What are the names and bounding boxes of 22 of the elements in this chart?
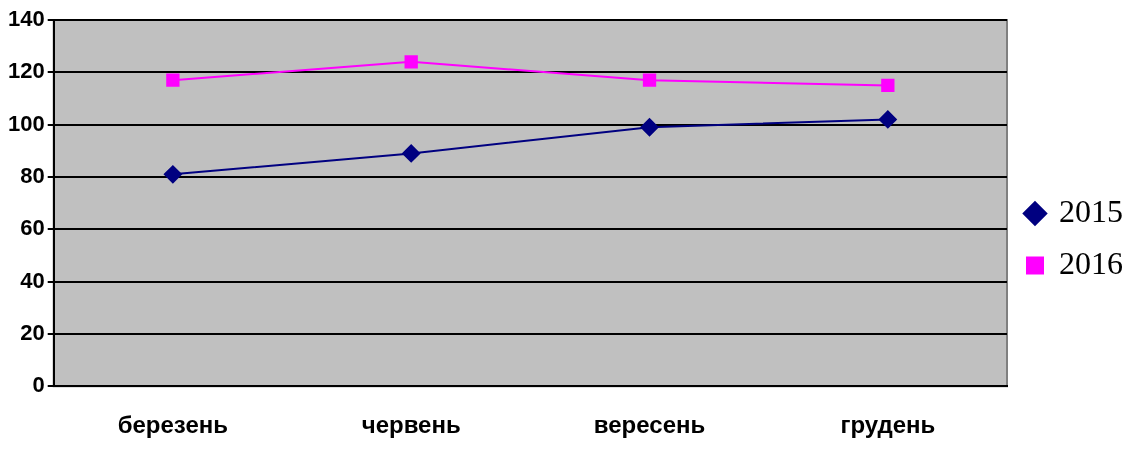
point	[881, 78, 895, 93]
point	[402, 144, 421, 163]
y-tick-label: 120	[7, 58, 45, 84]
y-tick-label: 60	[20, 215, 45, 241]
x-tick-label: червень	[361, 411, 461, 439]
y-tick-label: 40	[20, 267, 45, 293]
x-tick-label: грудень	[840, 411, 936, 439]
x-tick-label: вересень	[593, 411, 706, 439]
y-tick-label: 100	[7, 110, 45, 136]
y-tick-label: 80	[20, 163, 45, 189]
legend-label: 2016	[1059, 244, 1123, 281]
x-tick-label: березень	[117, 411, 229, 439]
point	[166, 73, 180, 87]
point	[640, 118, 659, 137]
y-tick-label: 0	[32, 372, 45, 398]
point	[163, 165, 182, 184]
y-tick-label: 140	[7, 6, 45, 32]
legend-label: 2015	[1059, 192, 1123, 229]
point	[642, 73, 657, 87]
y-tick-label: 20	[20, 319, 45, 345]
point	[878, 110, 897, 129]
point	[404, 55, 418, 69]
